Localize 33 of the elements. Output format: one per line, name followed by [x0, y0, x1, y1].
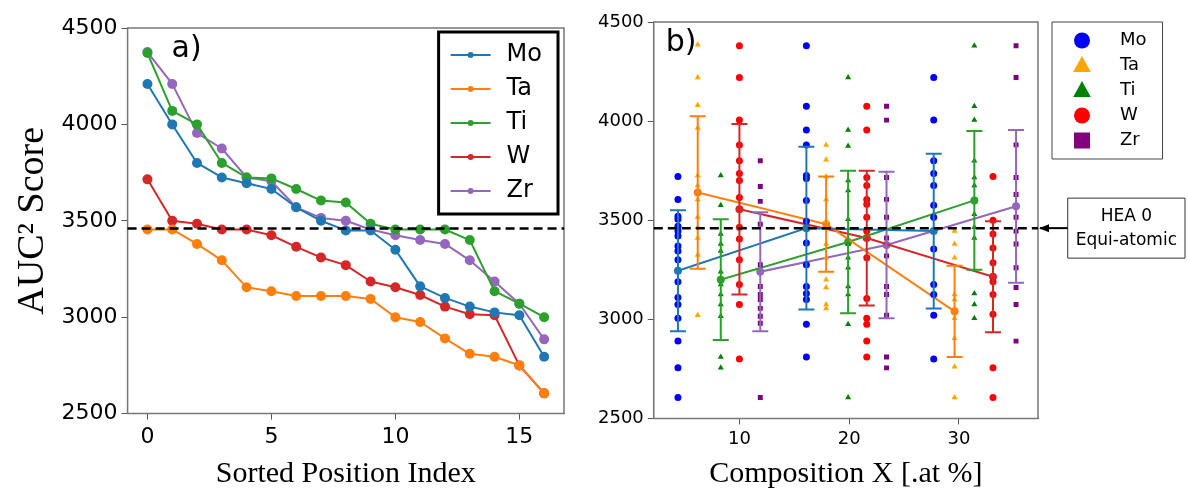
y-tick-label: 3500 [61, 206, 118, 232]
y-tick-label: 2500 [61, 399, 118, 425]
legend-label: W [506, 141, 531, 170]
legend-label: Zr [1120, 128, 1141, 150]
x-tick-label: 10 [381, 422, 410, 448]
y-tick-label: 4500 [598, 9, 644, 31]
x-tick-label: 20 [837, 426, 861, 448]
legend-label: Ta [1119, 53, 1140, 75]
annotation: a) [171, 28, 202, 64]
y-axis-title: AUC² Score [8, 126, 51, 315]
x-tick-label: 15 [505, 422, 534, 448]
x-axis-title: Composition X [.at %] [709, 454, 983, 488]
y-tick-label: 2500 [598, 406, 644, 428]
annotation: b) [665, 22, 697, 58]
y-tick-label: 3000 [598, 306, 644, 328]
legend-label: Mo [506, 39, 542, 68]
ref-line-label: HEA 0 Equi-atomic [1075, 204, 1177, 249]
x-tick-label: 10 [727, 426, 751, 448]
x-tick-label: 5 [264, 422, 279, 448]
legend-label: Ta [505, 73, 533, 102]
legend-label: Mo [1120, 28, 1147, 50]
y-tick-label: 3000 [61, 302, 118, 328]
x-tick-label: 30 [947, 426, 971, 448]
y-tick-label: 3500 [598, 207, 644, 229]
y-tick-label: 4000 [598, 108, 644, 130]
legend-label: Ti [505, 107, 528, 136]
legend-label: Ti [1119, 78, 1136, 100]
x-tick-label: 0 [140, 422, 155, 448]
y-tick-label: 4500 [61, 13, 118, 39]
legend-label: W [1120, 103, 1138, 125]
legend-label: Zr [506, 175, 534, 204]
y-tick-label: 4000 [61, 110, 118, 136]
x-axis-title: Sorted Position Index [215, 454, 476, 488]
